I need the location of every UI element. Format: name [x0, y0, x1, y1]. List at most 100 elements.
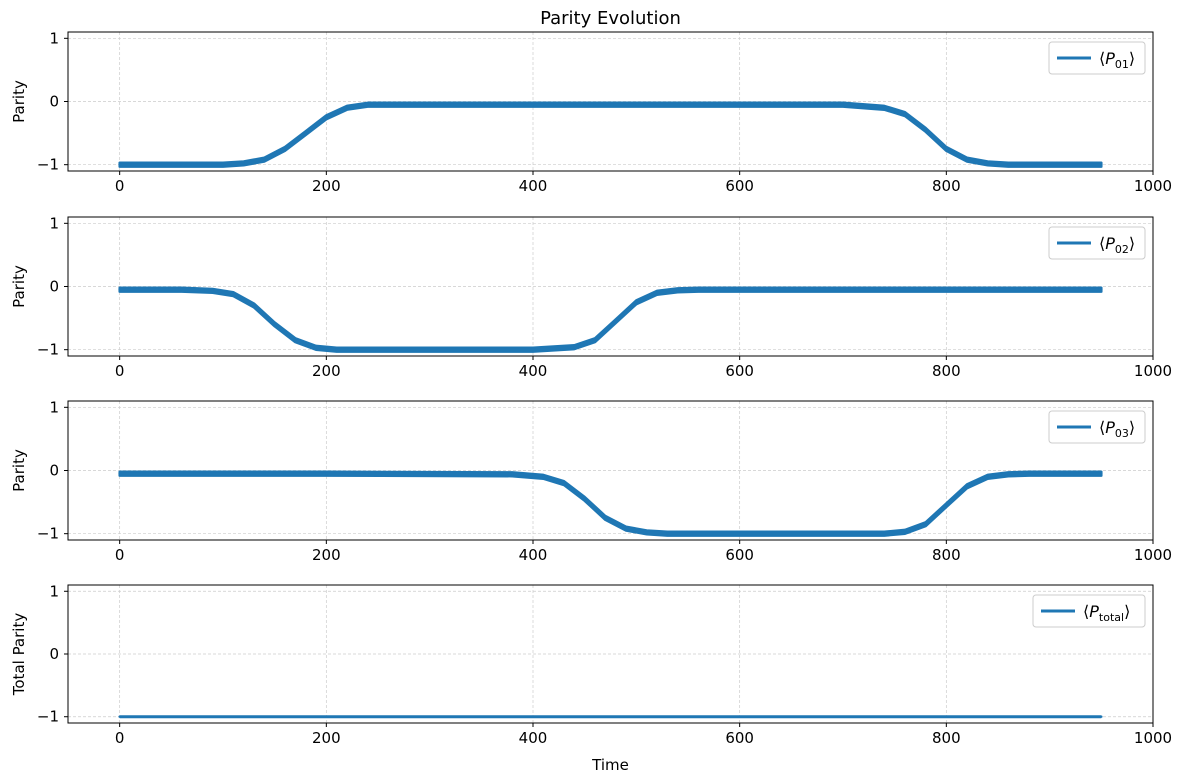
y-tick-label: −1 — [37, 156, 59, 174]
data-point — [366, 103, 369, 106]
legend-box — [1048, 226, 1146, 260]
data-point — [221, 163, 225, 166]
data-point — [965, 158, 969, 161]
x-tick-label: 600 — [725, 362, 754, 380]
y-axis-label: Parity — [10, 449, 28, 492]
series-total — [118, 715, 1103, 719]
x-tick-label: 0 — [115, 362, 125, 380]
legend-label: ⟨Ptotal⟩ — [1083, 602, 1130, 624]
x-tick-label: 400 — [519, 546, 548, 564]
data-point — [118, 163, 121, 166]
data-point — [635, 301, 638, 304]
data-point — [614, 320, 617, 323]
data-point — [883, 532, 886, 535]
x-tick-label: 0 — [115, 177, 125, 195]
series-01 — [118, 101, 1103, 168]
x-tick-label: 600 — [725, 729, 754, 747]
y-tick-label: 1 — [49, 398, 59, 416]
data-point — [903, 112, 907, 116]
data-point — [511, 473, 514, 476]
legend-box — [1048, 41, 1146, 75]
y-tick-label: 0 — [49, 645, 59, 663]
x-tick-label: 800 — [932, 362, 961, 380]
x-tick-label: 0 — [115, 729, 125, 747]
data-point — [1100, 288, 1103, 291]
data-point — [986, 475, 989, 479]
subplot-1: 0 200 400 600 800 1000 −1 0 1 Parity Parity Evolut… — [10, 8, 1172, 195]
series-02 — [118, 286, 1103, 353]
x-tick-label: 400 — [519, 729, 548, 747]
y-axis-label: Parity — [10, 265, 28, 308]
data-point — [335, 348, 338, 351]
data-point — [1027, 472, 1031, 475]
legend-label: ⟨P01⟩ — [1099, 49, 1135, 71]
data-point — [232, 292, 235, 296]
subplot-2: 0 200 400 600 800 1000 −1 0 1 Parity ⟨P02⟩ — [10, 214, 1172, 380]
data-point — [304, 131, 307, 135]
x-tick-label: 1000 — [1134, 362, 1172, 380]
y-axis-label: Total Parity — [10, 613, 28, 697]
data-point — [903, 530, 907, 533]
data-point — [666, 532, 669, 535]
data-point — [294, 339, 297, 342]
y-tick-label: 1 — [49, 582, 59, 600]
data-point — [655, 291, 659, 295]
x-tick-label: 800 — [932, 546, 961, 564]
y-tick-label: 0 — [49, 93, 59, 111]
data-point — [676, 289, 679, 292]
data-point — [986, 162, 989, 165]
data-point — [531, 103, 535, 106]
data-point — [945, 504, 948, 507]
data-point — [542, 475, 545, 479]
data-point — [180, 288, 183, 291]
x-tick-label: 400 — [519, 362, 548, 380]
x-axis-label: Time — [591, 756, 629, 774]
x-tick-label: 1000 — [1134, 729, 1172, 747]
data-point — [738, 288, 741, 291]
data-point — [883, 106, 886, 110]
x-tick-label: 200 — [312, 729, 341, 747]
x-tick-label: 200 — [312, 362, 341, 380]
data-point — [593, 339, 597, 342]
data-point — [1100, 715, 1103, 718]
series-band — [118, 101, 1103, 168]
legend: ⟨Ptotal⟩ — [1032, 594, 1146, 628]
data-point — [118, 715, 121, 718]
data-point — [1007, 473, 1010, 476]
data-point — [211, 289, 214, 293]
legend-label: ⟨P02⟩ — [1099, 234, 1135, 256]
data-point — [263, 158, 266, 161]
x-tick-label: 400 — [519, 177, 548, 195]
data-point — [180, 163, 183, 166]
legend: ⟨P03⟩ — [1048, 410, 1146, 444]
series-band — [118, 470, 1103, 537]
data-point — [242, 162, 245, 165]
data-point — [645, 531, 648, 534]
series-03 — [118, 470, 1103, 537]
x-tick-label: 1000 — [1134, 177, 1172, 195]
legend-box — [1048, 410, 1146, 444]
data-point — [1100, 472, 1103, 475]
data-point — [118, 288, 121, 291]
data-point — [314, 346, 318, 349]
y-tick-label: −1 — [37, 341, 59, 359]
subplot-4: 0 200 400 600 800 1000 −1 0 1 Total Parity Time ⟨Pt… — [10, 582, 1172, 774]
series-band — [118, 286, 1103, 353]
data-point — [924, 523, 927, 526]
data-point — [531, 348, 535, 351]
legend: ⟨P02⟩ — [1048, 226, 1146, 260]
x-tick-label: 200 — [312, 177, 341, 195]
x-tick-label: 800 — [932, 729, 961, 747]
data-point — [965, 485, 969, 488]
y-tick-label: 0 — [49, 462, 59, 480]
data-point — [1007, 163, 1010, 166]
legend: ⟨P01⟩ — [1048, 41, 1146, 75]
y-axis-label: Parity — [10, 80, 28, 123]
x-tick-label: 0 — [115, 546, 125, 564]
data-point — [562, 481, 566, 485]
x-tick-label: 1000 — [1134, 546, 1172, 564]
y-tick-label: −1 — [37, 525, 59, 543]
data-point — [697, 288, 700, 291]
data-point — [118, 472, 121, 475]
